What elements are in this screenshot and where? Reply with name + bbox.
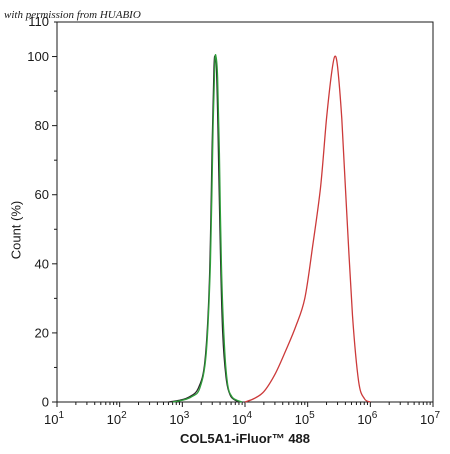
y-tick-label: 80 [35, 118, 49, 133]
watermark-text: with permission from HUABIO [4, 9, 141, 21]
plot-area: 101 102 103 104 105 106 107 0 20 40 60 80 100 110 [27, 14, 440, 427]
y-axis-label: Count (%) [8, 200, 24, 260]
y-tick-label: 100 [27, 49, 49, 64]
y-tick-label: 60 [35, 187, 49, 202]
x-tick-label: 102 [107, 410, 127, 427]
series-line-control-green [172, 53, 243, 403]
y-tick-label: 0 [42, 395, 49, 410]
x-tick-label: 107 [420, 410, 440, 427]
x-tick-label: 101 [44, 410, 64, 427]
series-line-col5a1-red [244, 55, 371, 403]
x-tick-label: 103 [169, 410, 189, 427]
y-tick-label-top: 110 [28, 14, 49, 29]
x-tick-label: 106 [357, 410, 377, 427]
plot-frame [56, 21, 434, 403]
x-tick-label: 105 [295, 410, 315, 427]
y-tick-label: 20 [35, 325, 49, 340]
series-line-control-black [168, 55, 241, 403]
x-axis-label: COL5A1-iFluor™ 488 [179, 431, 311, 446]
x-tick-label: 104 [232, 410, 252, 427]
y-tick-label: 40 [35, 256, 49, 271]
